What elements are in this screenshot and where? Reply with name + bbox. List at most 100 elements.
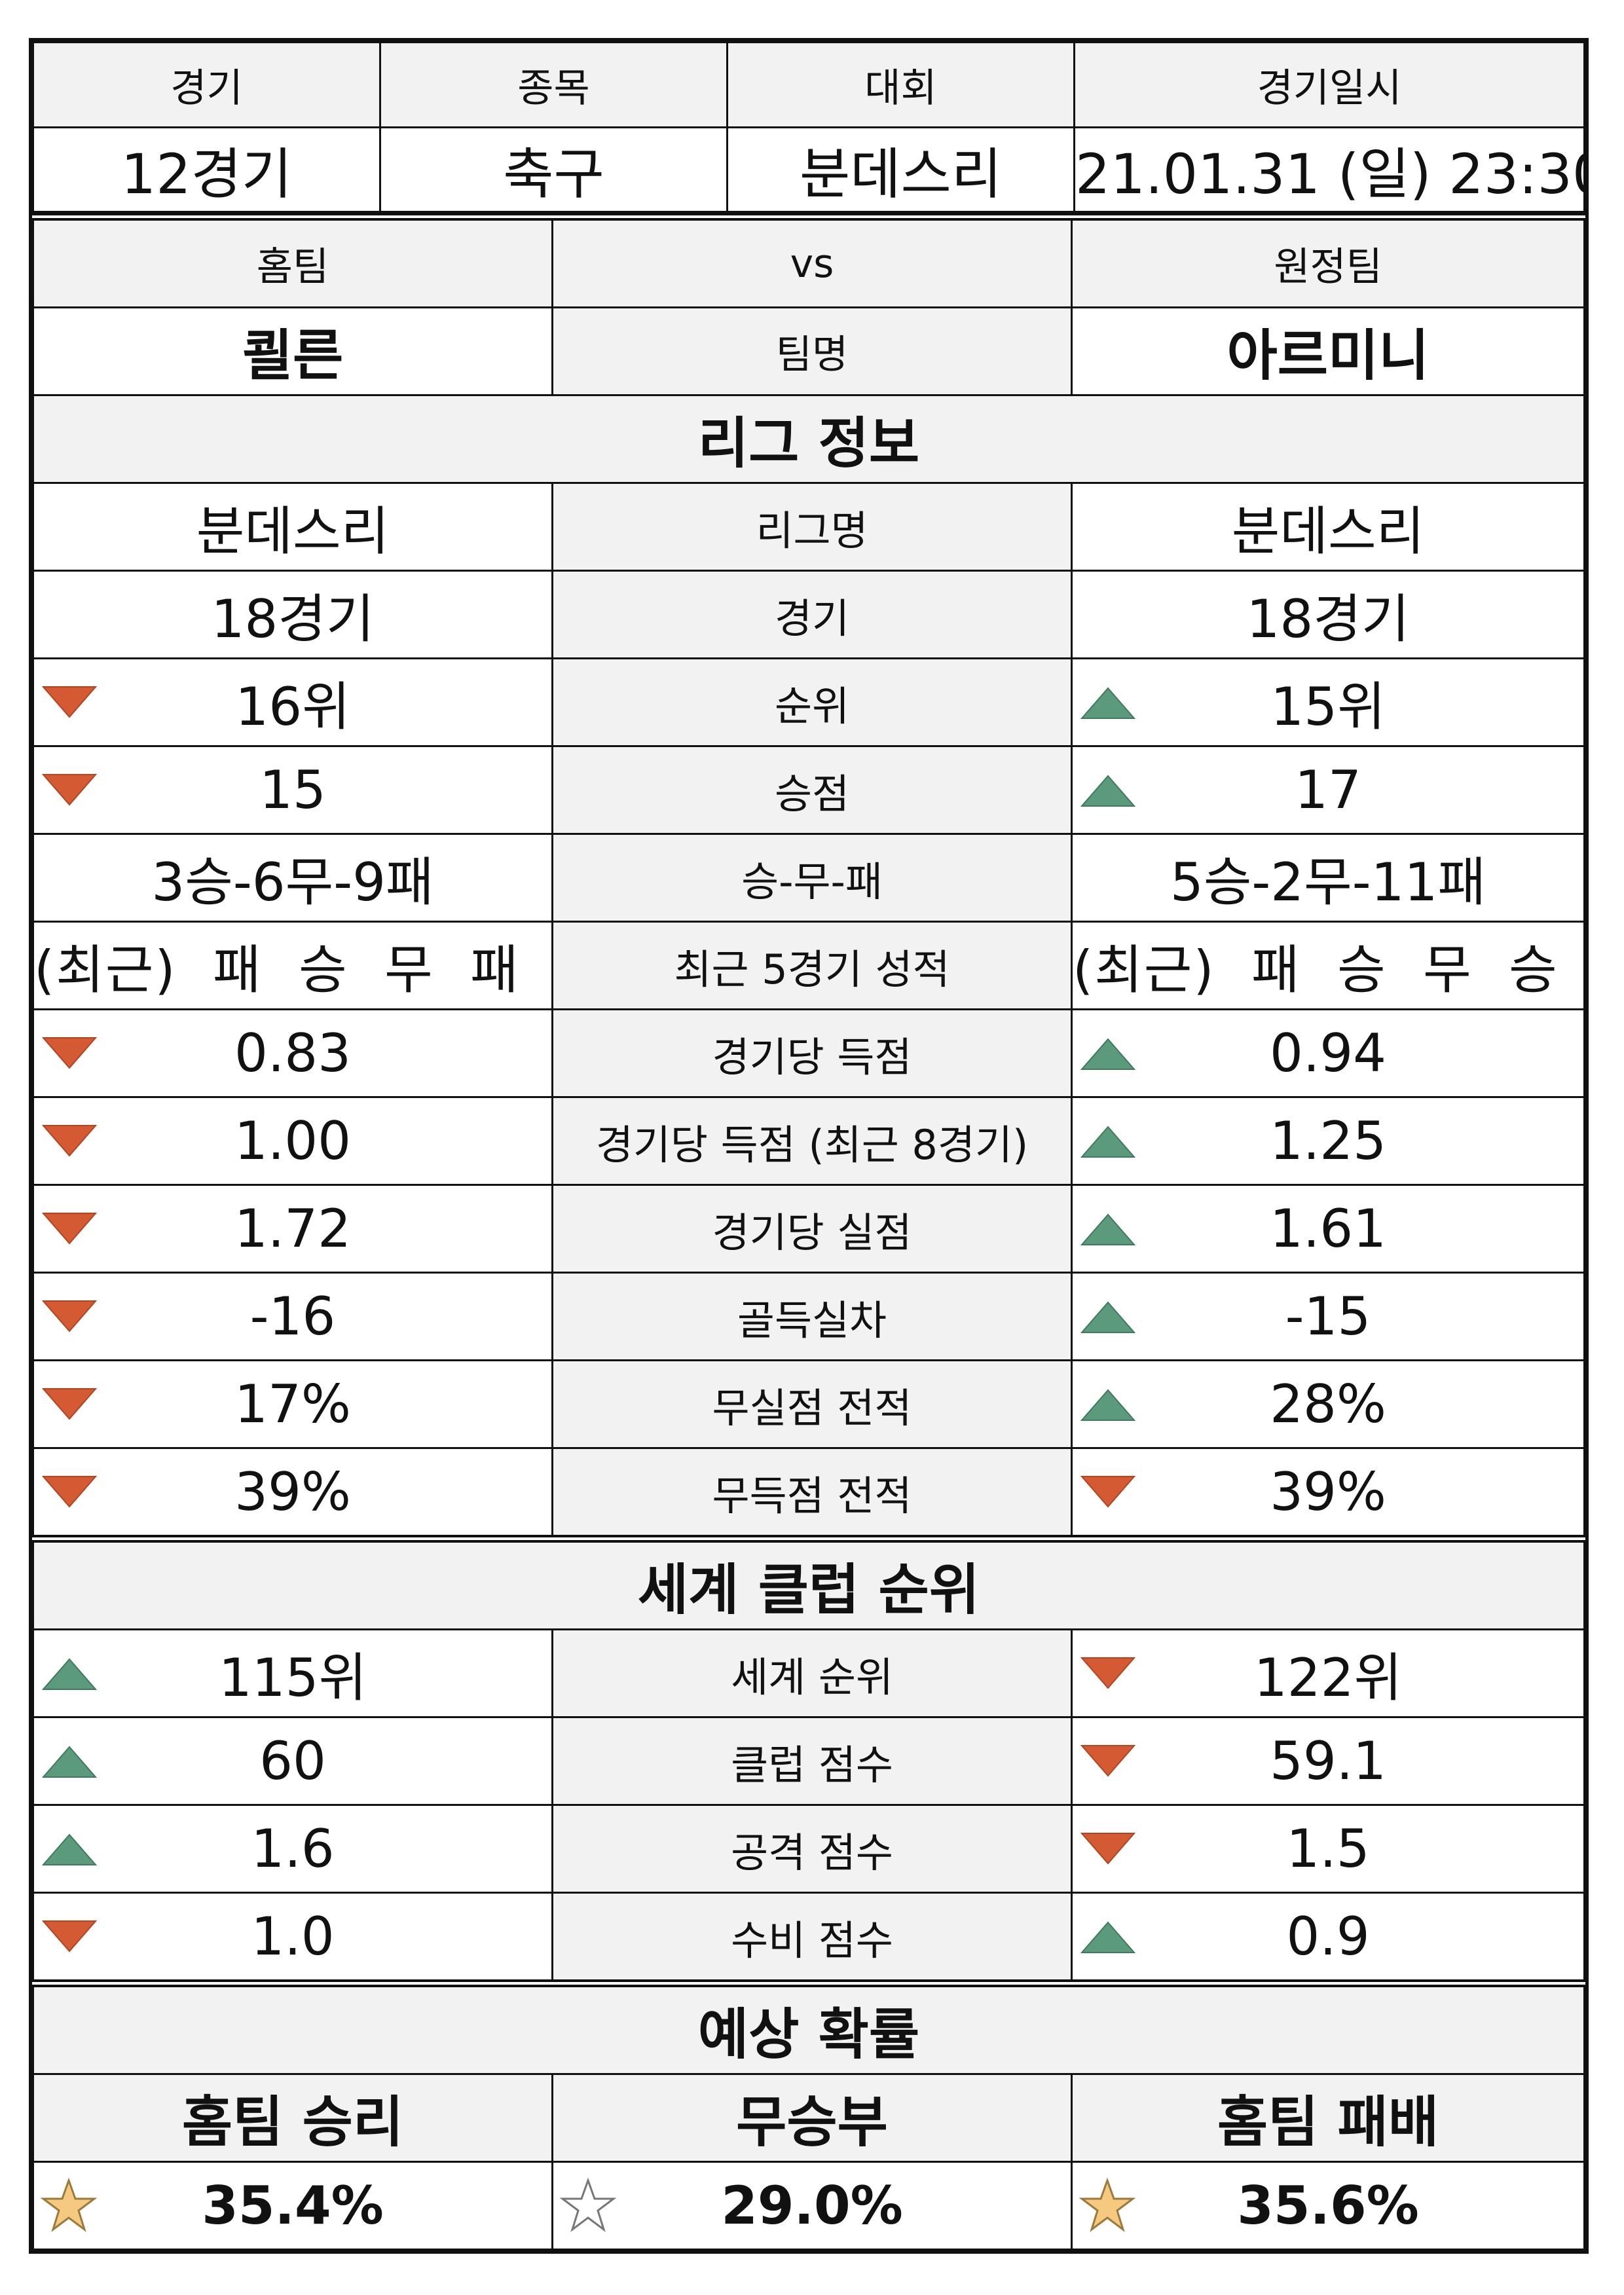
stat-row: 1.72 경기당 실점 1.61 <box>32 1184 1585 1274</box>
stat-label-text: 순위 <box>774 682 850 730</box>
triangle-up-icon <box>1079 1297 1137 1336</box>
stat-label-text: 경기당 실점 <box>712 1208 912 1257</box>
league-info-title: 리그 정보 <box>32 394 1585 484</box>
stat-row: 17% 무실점 전적 28% <box>32 1359 1585 1449</box>
stat-label: 순위 <box>551 657 1073 747</box>
home-stat-value: 1.00 <box>234 1111 352 1171</box>
home-stat-value: (최근) 패 승 무 패 패 <box>34 939 553 1001</box>
triangle-up-icon <box>41 1829 98 1869</box>
away-stat-value: 39% <box>1270 1461 1386 1522</box>
stat-label-text: 승점 <box>774 769 850 818</box>
home-stat-cell: 1.6 <box>32 1804 553 1894</box>
stat-label: 승점 <box>551 745 1073 835</box>
away-stat-value: 18경기 <box>1246 588 1410 650</box>
stat-row: 분데스리 리그명 분데스리 <box>32 482 1585 572</box>
stat-label-text: 경기당 득점 (최근 8경기) <box>595 1120 1029 1169</box>
star-icon <box>1079 2177 1135 2234</box>
stat-label: 클럽 점수 <box>551 1716 1073 1806</box>
triangle-up-icon <box>1079 1034 1137 1073</box>
triangle-down-icon <box>41 1034 98 1073</box>
home-loss-value: 35.6% <box>1237 2175 1419 2236</box>
stat-row: 15 승점 17 <box>32 745 1585 835</box>
stat-row: -16 골득실차 -15 <box>32 1272 1585 1361</box>
away-stat-value: 59.1 <box>1269 1731 1387 1791</box>
comparison-table: 홈팀 vs 원정팀 쾰른 팀명 아르미니 리그 정보 분데스리 리그명 분데스리 18… <box>32 213 1585 2250</box>
away-stat-cell: 122위 <box>1071 1628 1585 1718</box>
stat-row: 115위 세계 순위 122위 <box>32 1628 1585 1718</box>
home-stat-cell: 1.72 <box>32 1184 553 1274</box>
home-stat-value: 115위 <box>218 1647 367 1708</box>
stat-label: 무득점 전적 <box>551 1447 1073 1540</box>
home-stat-value: 0.83 <box>234 1023 352 1084</box>
stat-label: 골득실차 <box>551 1272 1073 1361</box>
star-icon <box>41 2177 97 2234</box>
home-stat-cell: 17% <box>32 1359 553 1449</box>
triangle-up-icon <box>41 1654 98 1693</box>
stat-row: 39% 무득점 전적 39% <box>32 1447 1585 1540</box>
prediction-title: 예상 확률 <box>32 1979 1585 2075</box>
header-competition: 대회 <box>726 41 1075 128</box>
home-stat-cell: 분데스리 <box>32 482 553 572</box>
triangle-down-icon <box>41 1297 98 1336</box>
draw-label: 무승부 <box>551 2073 1073 2163</box>
triangle-down-icon <box>41 1917 98 1956</box>
stat-label: 최근 5경기 성적 <box>551 921 1073 1010</box>
away-team-label: 원정팀 <box>1071 213 1585 308</box>
stat-label-text: 세계 순위 <box>731 1653 893 1701</box>
team-name-label: 팀명 <box>551 306 1073 396</box>
home-loss-label: 홈팀 패배 <box>1071 2073 1585 2163</box>
home-stat-value: 18경기 <box>211 588 375 650</box>
home-win-value: 35.4% <box>202 2175 384 2236</box>
home-stat-cell: 60 <box>32 1716 553 1806</box>
stat-row: 18경기 경기 18경기 <box>32 570 1585 659</box>
away-stat-value: 28% <box>1270 1374 1386 1435</box>
star-outline-icon <box>560 2177 616 2234</box>
home-stat-cell: -16 <box>32 1272 553 1361</box>
away-stat-value: 1.61 <box>1269 1198 1387 1259</box>
triangle-up-icon <box>41 1742 98 1781</box>
triangle-up-icon <box>1079 1122 1137 1161</box>
away-stat-value: 1.25 <box>1269 1111 1387 1171</box>
stat-label-text: 무실점 전적 <box>712 1384 912 1432</box>
home-stat-value: -16 <box>249 1286 336 1347</box>
stat-label-text: 경기 <box>774 594 850 642</box>
match-analysis-sheet: 경기 종목 대회 경기일시 12경기 축구 분데스리 21.01.31 (일) … <box>29 38 1589 2254</box>
away-stat-value: -15 <box>1285 1286 1371 1347</box>
home-stat-value: 1.72 <box>234 1198 352 1259</box>
stat-row: (최근) 패 승 무 패 패 최근 5경기 성적 (최근) 패 승 무 승 패 <box>32 921 1585 1010</box>
stat-label: 경기당 실점 <box>551 1184 1073 1274</box>
triangle-down-icon <box>41 1209 98 1249</box>
home-stat-cell: 15 <box>32 745 553 835</box>
home-stat-value: 1.6 <box>251 1818 335 1879</box>
stat-label: 수비 점수 <box>551 1892 1073 1985</box>
header-datetime: 경기일시 <box>1073 41 1585 128</box>
home-win-label: 홈팀 승리 <box>32 2073 553 2163</box>
vs-label: vs <box>551 213 1073 308</box>
away-stat-value: 분데스리 <box>1231 500 1425 562</box>
stat-label-text: 리그명 <box>756 506 868 555</box>
away-stat-value: 5승-2무-11패 <box>1170 851 1486 913</box>
away-stat-cell: 1.61 <box>1071 1184 1585 1274</box>
stat-label-text: 골득실차 <box>737 1296 887 1344</box>
home-stat-cell: 1.00 <box>32 1096 553 1186</box>
triangle-down-icon <box>1079 1742 1137 1781</box>
stat-label: 경기당 득점 (최근 8경기) <box>551 1096 1073 1186</box>
home-stat-value: 1.0 <box>251 1906 335 1967</box>
stat-label: 승-무-패 <box>551 833 1073 923</box>
away-stat-value: 17 <box>1295 760 1361 820</box>
world-ranking-title: 세계 클럽 순위 <box>32 1535 1585 1630</box>
triangle-up-icon <box>1079 1917 1137 1956</box>
stat-label: 무실점 전적 <box>551 1359 1073 1449</box>
away-stat-cell: (최근) 패 승 무 승 패 <box>1071 921 1585 1010</box>
home-stat-cell: 1.0 <box>32 1892 553 1985</box>
stat-row: 60 클럽 점수 59.1 <box>32 1716 1585 1806</box>
home-stat-value: 39% <box>234 1461 351 1522</box>
stat-row: 0.83 경기당 득점 0.94 <box>32 1008 1585 1098</box>
stat-label-text: 승-무-패 <box>741 857 883 906</box>
stat-label-text: 공격 점수 <box>731 1828 893 1877</box>
away-stat-cell: 0.94 <box>1071 1008 1585 1098</box>
stat-row: 3승-6무-9패 승-무-패 5승-2무-11패 <box>32 833 1585 923</box>
game-number: 12경기 <box>32 126 381 213</box>
triangle-down-icon <box>41 683 98 722</box>
draw-prob: 29.0% <box>551 2161 1073 2250</box>
